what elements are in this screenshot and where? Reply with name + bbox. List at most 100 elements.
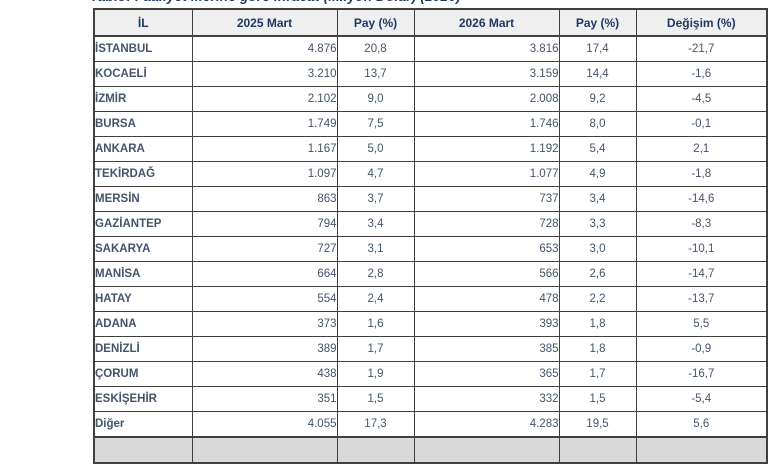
- table-row: ESKİŞEHİR 351 1,5 332 1,5 -5,4: [93, 386, 768, 412]
- share-2026-cell: 17,4: [558, 35, 637, 62]
- share-2025-cell: 20,8: [336, 35, 415, 62]
- value-2025-cell: 1.167: [191, 136, 338, 162]
- header-row: İL 2025 Mart Pay (%) 2026 Mart Pay (%) D…: [93, 8, 768, 37]
- value-2026-cell: 3.159: [413, 61, 560, 87]
- clipped-total-row: [93, 436, 768, 464]
- value-2025-cell: 2.102: [191, 86, 338, 112]
- value-2025-cell: 373: [191, 311, 338, 337]
- table-row: İSTANBUL 4.876 20,8 3.816 17,4 -21,7: [93, 35, 768, 62]
- share-2025-cell: 2,4: [336, 286, 415, 312]
- clipped-total-cell: [635, 436, 768, 464]
- share-2025-cell: 4,7: [336, 161, 415, 187]
- table-row: KOCAELİ 3.210 13,7 3.159 14,4 -1,6: [93, 61, 768, 87]
- value-2025-cell: 794: [191, 211, 338, 237]
- value-2026-cell: 385: [413, 336, 560, 362]
- change-cell: -16,7: [635, 361, 768, 387]
- share-2026-cell: 3,3: [558, 211, 637, 237]
- value-2025-cell: 1.097: [191, 161, 338, 187]
- header-2025-mart: 2025 Mart: [191, 8, 338, 37]
- change-cell: -5,4: [635, 386, 768, 412]
- value-2025-cell: 863: [191, 186, 338, 212]
- share-2026-cell: 1,8: [558, 336, 637, 362]
- change-cell: -13,7: [635, 286, 768, 312]
- clipped-total-cell: [336, 436, 415, 464]
- header-pay-2026: Pay (%): [558, 8, 637, 37]
- share-2026-cell: 2,6: [558, 261, 637, 287]
- share-2025-cell: 1,6: [336, 311, 415, 337]
- share-2026-cell: 1,8: [558, 311, 637, 337]
- share-2025-cell: 13,7: [336, 61, 415, 87]
- value-2026-cell: 737: [413, 186, 560, 212]
- province-cell: Diğer: [93, 411, 193, 438]
- share-2026-cell: 3,4: [558, 186, 637, 212]
- share-2025-cell: 9,0: [336, 86, 415, 112]
- document-page: { "page": { "title": "Tablo: Faaliyet il…: [90, 0, 768, 464]
- change-cell: -10,1: [635, 236, 768, 262]
- table-row: MANİSA 664 2,8 566 2,6 -14,7: [93, 261, 768, 287]
- share-2025-cell: 3,7: [336, 186, 415, 212]
- value-2025-cell: 389: [191, 336, 338, 362]
- province-cell: DENİZLİ: [93, 336, 193, 362]
- province-cell: ANKARA: [93, 136, 193, 162]
- value-2026-cell: 1.192: [413, 136, 560, 162]
- change-cell: 5,5: [635, 311, 768, 337]
- province-cell: BURSA: [93, 111, 193, 137]
- share-2026-cell: 5,4: [558, 136, 637, 162]
- value-2026-cell: 653: [413, 236, 560, 262]
- change-cell: -14,7: [635, 261, 768, 287]
- clipped-total-cell: [191, 436, 338, 464]
- province-cell: İZMİR: [93, 86, 193, 112]
- change-cell: 2,1: [635, 136, 768, 162]
- share-2026-cell: 4,9: [558, 161, 637, 187]
- value-2025-cell: 727: [191, 236, 338, 262]
- province-cell: ADANA: [93, 311, 193, 337]
- value-2026-cell: 4.283: [413, 411, 560, 438]
- change-cell: -4,5: [635, 86, 768, 112]
- share-2026-cell: 19,5: [558, 411, 637, 438]
- value-2026-cell: 393: [413, 311, 560, 337]
- value-2026-cell: 2.008: [413, 86, 560, 112]
- value-2025-cell: 351: [191, 386, 338, 412]
- clipped-total-cell: [413, 436, 560, 464]
- share-2026-cell: 9,2: [558, 86, 637, 112]
- value-2026-cell: 566: [413, 261, 560, 287]
- share-2026-cell: 2,2: [558, 286, 637, 312]
- table-body: İSTANBUL 4.876 20,8 3.816 17,4 -21,7 KOCAELİ 3.…: [93, 35, 768, 464]
- table-header: İL 2025 Mart Pay (%) 2026 Mart Pay (%) D…: [93, 8, 768, 37]
- table-row: HATAY 554 2,4 478 2,2 -13,7: [93, 286, 768, 312]
- share-2025-cell: 3,4: [336, 211, 415, 237]
- province-cell: GAZİANTEP: [93, 211, 193, 237]
- share-2025-cell: 17,3: [336, 411, 415, 438]
- share-2026-cell: 3,0: [558, 236, 637, 262]
- share-2025-cell: 1,5: [336, 386, 415, 412]
- table-row: ÇORUM 438 1,9 365 1,7 -16,7: [93, 361, 768, 387]
- province-cell: KOCAELİ: [93, 61, 193, 87]
- table-row: TEKİRDAĞ 1.097 4,7 1.077 4,9 -1,8: [93, 161, 768, 187]
- value-2025-cell: 4.876: [191, 35, 338, 62]
- share-2025-cell: 1,7: [336, 336, 415, 362]
- province-cell: TEKİRDAĞ: [93, 161, 193, 187]
- change-cell: -21,7: [635, 35, 768, 62]
- header-2026-mart: 2026 Mart: [413, 8, 560, 37]
- value-2025-cell: 3.210: [191, 61, 338, 87]
- share-2025-cell: 2,8: [336, 261, 415, 287]
- header-il: İL: [93, 8, 193, 37]
- value-2026-cell: 365: [413, 361, 560, 387]
- share-2025-cell: 7,5: [336, 111, 415, 137]
- clipped-total-cell: [93, 436, 193, 464]
- value-2025-cell: 664: [191, 261, 338, 287]
- table-row: MERSİN 863 3,7 737 3,4 -14,6: [93, 186, 768, 212]
- table-row: ADANA 373 1,6 393 1,8 5,5: [93, 311, 768, 337]
- value-2026-cell: 3.816: [413, 35, 560, 62]
- table-row: SAKARYA 727 3,1 653 3,0 -10,1: [93, 236, 768, 262]
- value-2025-cell: 438: [191, 361, 338, 387]
- change-cell: 5,6: [635, 411, 768, 438]
- value-2026-cell: 728: [413, 211, 560, 237]
- change-cell: -0,1: [635, 111, 768, 137]
- table-row: Diğer 4.055 17,3 4.283 19,5 5,6: [93, 411, 768, 438]
- table-row: GAZİANTEP 794 3,4 728 3,3 -8,3: [93, 211, 768, 237]
- province-cell: SAKARYA: [93, 236, 193, 262]
- export-by-province-table: İL 2025 Mart Pay (%) 2026 Mart Pay (%) D…: [93, 8, 768, 464]
- value-2025-cell: 1.749: [191, 111, 338, 137]
- share-2025-cell: 3,1: [336, 236, 415, 262]
